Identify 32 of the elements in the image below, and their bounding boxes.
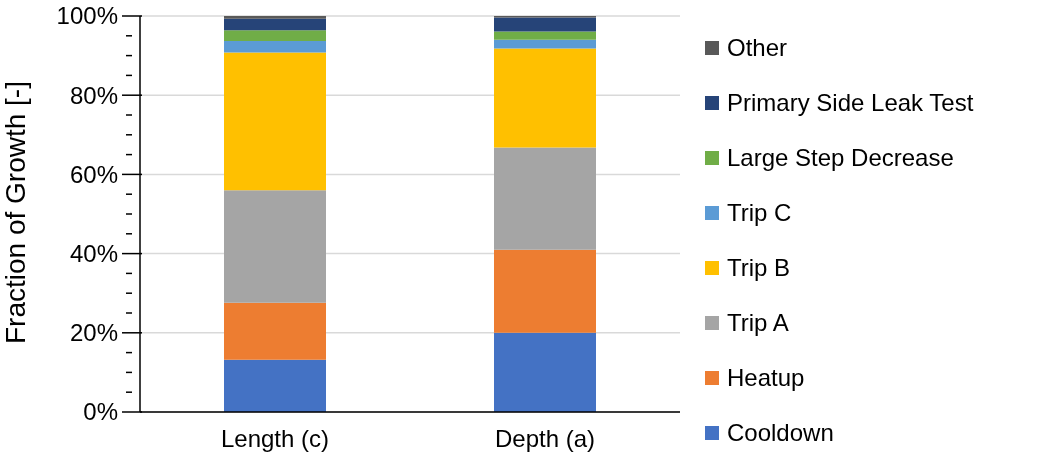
y-tick-label: 20% (69, 319, 118, 347)
bar (494, 31, 596, 40)
legend-label: Trip A (727, 308, 789, 337)
bar (224, 18, 326, 31)
y-tick-label: 80% (69, 81, 118, 109)
legend-label: Other (727, 33, 788, 62)
bar (224, 16, 326, 19)
bar (224, 190, 326, 303)
x-tick-label: Depth (a) (494, 425, 596, 453)
bar (494, 17, 596, 32)
legend-label: Cooldown (727, 418, 834, 447)
y-tick-label: 0% (83, 398, 118, 426)
y-tick-label: 40% (69, 240, 118, 267)
bar (494, 39, 596, 49)
legend-label: Primary Side Leak Test (727, 88, 974, 117)
y-tick-label: 60% (69, 160, 118, 188)
bar (494, 147, 596, 250)
bar (224, 359, 326, 412)
legend-label: Trip C (727, 198, 792, 227)
x-tick-label: Length (c) (220, 425, 330, 453)
y-axis-title: Fraction of Growth [-] (0, 81, 31, 344)
bar (224, 40, 326, 53)
bar (494, 332, 596, 412)
bar (224, 52, 326, 191)
legend-label: Trip B (727, 253, 791, 282)
y-tick-label: 100% (56, 2, 118, 30)
bar (224, 30, 326, 41)
legend-label: Heatup (727, 363, 805, 392)
bar (494, 48, 596, 148)
legend-label: Large Step Decrease (727, 143, 954, 172)
bar (224, 302, 326, 360)
bar (494, 249, 596, 333)
